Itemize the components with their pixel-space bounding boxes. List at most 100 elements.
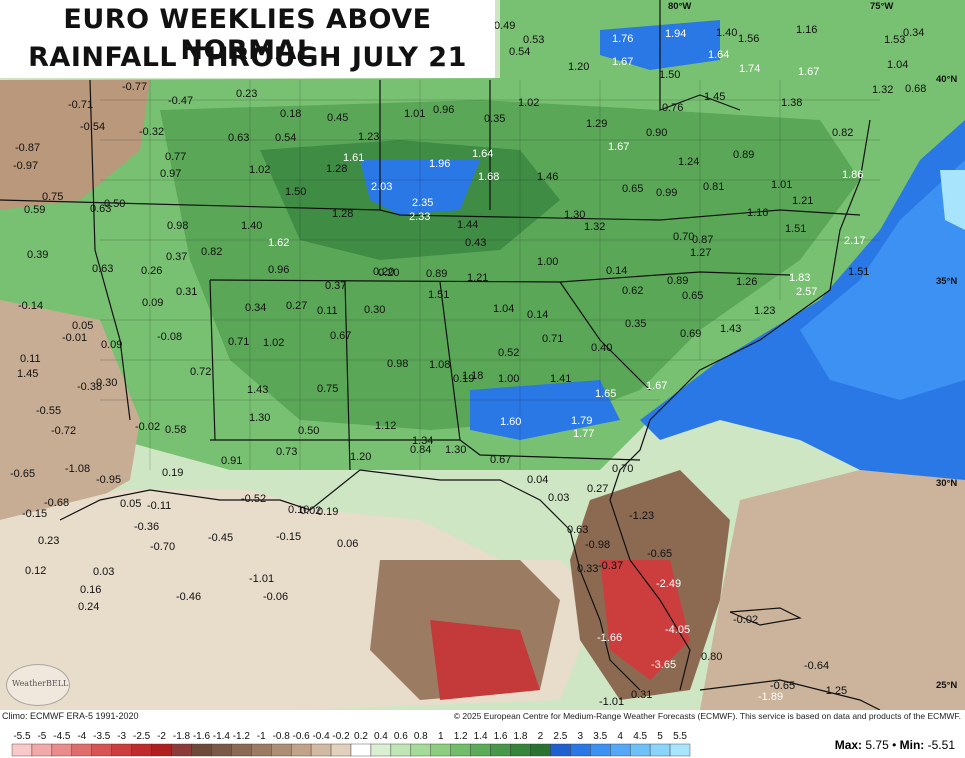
anomaly-value: 0.49 (494, 20, 515, 32)
anomaly-value: 0.63 (92, 263, 113, 275)
legend-swatch (490, 743, 511, 757)
legend-swatch (91, 743, 112, 757)
legend-tick-label: -4.5 (53, 731, 71, 742)
legend-swatch (330, 743, 352, 757)
anomaly-value: 1.83 (789, 272, 810, 284)
anomaly-value: 1.79 (571, 415, 592, 427)
anomaly-value: 1.67 (608, 141, 629, 153)
anomaly-value: 0.30 (364, 304, 385, 316)
anomaly-value: -0.65 (770, 680, 795, 692)
anomaly-value: 0.65 (622, 183, 643, 195)
anomaly-value: -3.65 (651, 659, 676, 671)
anomaly-value: -0.72 (51, 425, 76, 437)
anomaly-value: 0.05 (120, 498, 141, 510)
anomaly-value: 1.40 (241, 220, 262, 232)
anomaly-value: 1.67 (798, 66, 819, 78)
max-label: Max: (834, 738, 863, 752)
anomaly-value: 0.52 (498, 347, 519, 359)
min-value: -5.51 (927, 738, 955, 752)
lat-label-35n: 35°N (936, 276, 957, 287)
anomaly-value: 0.33 (577, 563, 598, 575)
anomaly-value: 1.00 (498, 373, 519, 385)
anomaly-value: 1.26 (736, 276, 757, 288)
rainfall-anomaly-map: 80°W 75°W 40°N 35°N 30°N 25°N 0.490.530.… (0, 0, 965, 710)
anomaly-value: 0.98 (167, 220, 188, 232)
anomaly-value: 0.76 (662, 102, 683, 114)
anomaly-value: 1.02 (263, 337, 284, 349)
legend-swatch (370, 743, 392, 757)
anomaly-value: -0.98 (585, 539, 610, 551)
min-label: Min: (899, 738, 925, 752)
anomaly-value: 0.82 (201, 246, 222, 258)
legend-tick-label: 0.6 (394, 731, 408, 742)
anomaly-value: 0.19 (317, 506, 338, 518)
legend-swatch (669, 743, 691, 757)
anomaly-value: 0.35 (484, 113, 505, 125)
anomaly-value: 1.45 (704, 91, 725, 103)
legend-tick-label: 1.6 (494, 731, 508, 742)
anomaly-value: 0.19 (453, 373, 474, 385)
anomaly-value: -0.65 (647, 548, 672, 560)
legend-swatch (510, 743, 531, 757)
lat-label-30n: 30°N (936, 478, 957, 489)
legend-tick-label: -0.4 (312, 731, 330, 742)
anomaly-value: 0.89 (733, 149, 754, 161)
anomaly-value: -0.55 (36, 405, 61, 417)
anomaly-value: 1.62 (268, 237, 289, 249)
anomaly-value: 1.67 (646, 380, 667, 392)
anomaly-value: -0.02 (135, 421, 160, 433)
legend-swatch (290, 743, 312, 757)
legend-tick-label: -1.8 (173, 731, 191, 742)
anomaly-value: 0.50 (104, 198, 125, 210)
anomaly-value: 0.91 (221, 455, 242, 467)
anomaly-value: 1.45 (17, 368, 38, 380)
legend-swatch (610, 743, 631, 757)
anomaly-value: 0.24 (78, 601, 99, 613)
anomaly-value: 0.30 (96, 377, 117, 389)
anomaly-value: 0.23 (38, 535, 59, 547)
anomaly-value: 1.50 (659, 69, 680, 81)
legend-swatch (211, 743, 232, 757)
anomaly-value: 1.56 (738, 33, 759, 45)
anomaly-value: 0.23 (236, 88, 257, 100)
anomaly-value: 0.37 (166, 251, 187, 263)
anomaly-value: 1.20 (350, 451, 371, 463)
anomaly-value: 0.89 (667, 275, 688, 287)
anomaly-value: 0.11 (20, 353, 41, 365)
anomaly-value: -0.65 (10, 468, 35, 480)
anomaly-value: 0.26 (141, 265, 162, 277)
anomaly-value: 1.12 (375, 420, 396, 432)
anomaly-value: -0.32 (139, 126, 164, 138)
anomaly-value: 0.18 (280, 108, 301, 120)
anomaly-value: 1.74 (739, 63, 760, 75)
anomaly-value: 0.67 (330, 330, 351, 342)
anomaly-value: 0.10 (288, 504, 309, 516)
anomaly-value: -0.01 (62, 332, 87, 344)
anomaly-value: 0.59 (24, 204, 45, 216)
anomaly-value: 0.96 (268, 264, 289, 276)
anomaly-value: 0.37 (325, 280, 346, 292)
anomaly-value: 0.09 (142, 297, 163, 309)
anomaly-value: 0.14 (527, 309, 548, 321)
anomaly-value: 0.70 (612, 463, 633, 475)
anomaly-value: 0.63 (228, 132, 249, 144)
legend-tick-label: 1.8 (514, 731, 528, 742)
anomaly-value: 1.43 (720, 323, 741, 335)
anomaly-value: 1.46 (537, 171, 558, 183)
bahamas-outline (729, 607, 802, 626)
lon-label-80w: 80°W (668, 1, 691, 12)
anomaly-value: 1.68 (478, 171, 499, 183)
legend-tick-label: 1 (438, 731, 444, 742)
max-value: 5.75 (865, 738, 889, 752)
anomaly-value: 1.86 (842, 169, 863, 181)
anomaly-value: 0.71 (542, 333, 563, 345)
anomaly-value: 0.40 (591, 342, 612, 354)
anomaly-value: 1.44 (457, 219, 478, 231)
anomaly-value: 0.43 (465, 237, 486, 249)
anomaly-value: 1.38 (781, 97, 802, 109)
legend-tick-label: 4.5 (633, 731, 647, 742)
anomaly-value: 0.70 (673, 231, 694, 243)
anomaly-value: -1.01 (599, 696, 624, 708)
anomaly-value: 0.14 (606, 265, 627, 277)
anomaly-value: -0.95 (96, 474, 121, 486)
